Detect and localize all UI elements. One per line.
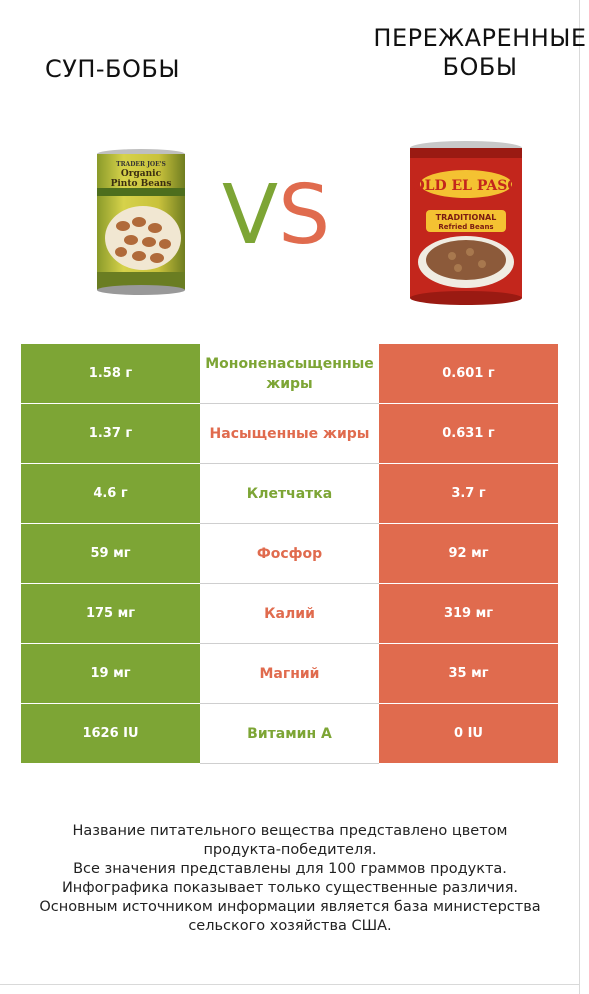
row-divider xyxy=(200,523,379,524)
footnote-line: Основным источником информации является … xyxy=(39,899,541,915)
nutrient-label: Калий xyxy=(200,584,379,643)
right-value-cell: 92 мг xyxy=(379,524,558,583)
right-value-cell: 0.631 г xyxy=(379,404,558,463)
nutrient-label-text: Витамин A xyxy=(247,725,332,742)
svg-text:OLD EL PASO: OLD EL PASO xyxy=(412,178,519,194)
versus-s: S xyxy=(278,168,331,263)
row-divider xyxy=(200,403,379,404)
left-product-name: СУП-БОБЫ xyxy=(44,55,181,83)
nutrient-label-text: Фосфор xyxy=(256,545,323,562)
row-divider xyxy=(200,763,379,764)
versus-v: V xyxy=(222,168,279,263)
left-value-cell: 4.6 г xyxy=(21,464,200,523)
row-divider xyxy=(200,583,379,584)
nutrient-label: Витамин A xyxy=(200,704,379,763)
left-value-cell: 19 мг xyxy=(21,644,200,703)
table-row: 59 мг Фосфор 92 мг xyxy=(21,524,558,584)
nutrient-label: Магний xyxy=(200,644,379,703)
nutrient-label-text: Насыщенные жиры xyxy=(209,425,370,442)
left-value-cell: 175 мг xyxy=(21,584,200,643)
pinto-beans-can-image: TRADER JOE'S Organic Pinto Beans xyxy=(93,148,189,298)
row-divider xyxy=(200,643,379,644)
footnote-line: Все значения представлены для 100 граммо… xyxy=(73,861,507,877)
right-product-title: ПЕРЕЖАРЕННЫЕ БОБЫ xyxy=(360,24,589,82)
frame-border-bottom xyxy=(0,984,580,985)
nutrient-label: Мононенасыщенные жиры xyxy=(200,344,379,403)
svg-text:Pinto Beans: Pinto Beans xyxy=(111,179,172,189)
footnote-line: продукта-победителя. xyxy=(203,842,377,858)
svg-text:Organic: Organic xyxy=(121,169,162,179)
table-row: 175 мг Калий 319 мг xyxy=(21,584,558,644)
frame-border-right xyxy=(579,0,580,994)
footnote: Название питательного вещества представл… xyxy=(20,822,560,936)
row-divider xyxy=(200,463,379,464)
nutrient-label: Клетчатка xyxy=(200,464,379,523)
nutrient-label-text: Клетчатка xyxy=(246,485,333,502)
table-row: 4.6 г Клетчатка 3.7 г xyxy=(21,464,558,524)
footnote-line: Инфографика показывает только существенн… xyxy=(61,880,519,896)
svg-text:Refried Beans: Refried Beans xyxy=(438,223,493,231)
row-divider xyxy=(200,703,379,704)
table-row: 1.37 г Насыщенные жиры 0.631 г xyxy=(21,404,558,464)
right-value-cell: 0 IU xyxy=(379,704,558,763)
comparison-table: 1.58 г Мононенасыщенные жиры 0.601 г 1.37 г… xyxy=(21,344,558,764)
nutrient-label-text: Магний xyxy=(259,665,320,682)
right-value-cell: 319 мг xyxy=(379,584,558,643)
right-product-name-line2: БОБЫ xyxy=(442,53,518,81)
right-value-cell: 3.7 г xyxy=(379,464,558,523)
left-value-cell: 59 мг xyxy=(21,524,200,583)
right-value-cell: 0.601 г xyxy=(379,344,558,403)
left-value-cell: 1626 IU xyxy=(21,704,200,763)
svg-text:TRADITIONAL: TRADITIONAL xyxy=(436,213,497,222)
refried-beans-can-image: OLD EL PASO TRADITIONAL Refried Beans xyxy=(404,140,528,310)
left-value-cell: 1.37 г xyxy=(21,404,200,463)
versus-label: VS xyxy=(222,166,330,266)
nutrient-label-text: Мононенасыщенные жиры xyxy=(205,355,374,392)
footnote-line: Название питательного вещества представл… xyxy=(72,823,508,839)
right-product-name-line1: ПЕРЕЖАРЕННЫЕ xyxy=(373,24,587,52)
nutrient-label: Насыщенные жиры xyxy=(200,404,379,463)
table-row: 1626 IU Витамин A 0 IU xyxy=(21,704,558,764)
svg-text:TRADER JOE'S: TRADER JOE'S xyxy=(116,161,166,168)
table-row: 19 мг Магний 35 мг xyxy=(21,644,558,704)
nutrient-label-text: Калий xyxy=(264,605,315,622)
nutrient-label: Фосфор xyxy=(200,524,379,583)
right-value-cell: 35 мг xyxy=(379,644,558,703)
left-value-cell: 1.58 г xyxy=(21,344,200,403)
table-row: 1.58 г Мононенасыщенные жиры 0.601 г xyxy=(21,344,558,404)
left-product-title: СУП-БОБЫ xyxy=(20,55,205,84)
footnote-line: сельского хозяйства США. xyxy=(188,918,392,934)
